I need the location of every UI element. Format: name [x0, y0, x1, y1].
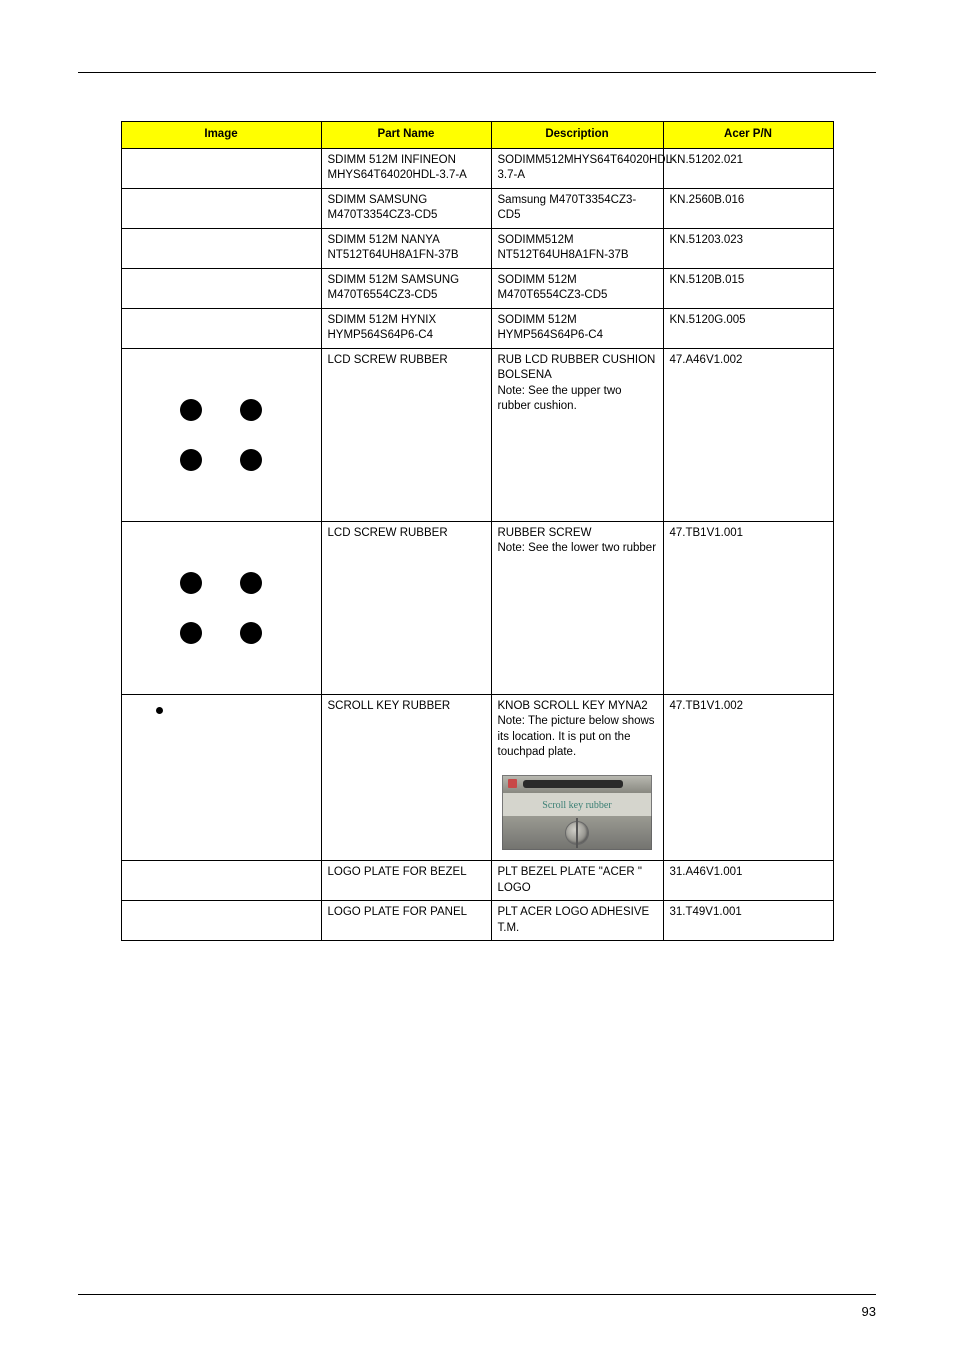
- part-name-cell: SCROLL KEY RUBBER: [321, 694, 491, 861]
- description-cell: PLT BEZEL PLATE "ACER " LOGO: [491, 861, 663, 901]
- image-cell: [121, 188, 321, 228]
- description-cell: PLT ACER LOGO ADHESIVE T.M.: [491, 901, 663, 941]
- rubber-dots-icon: [180, 526, 262, 690]
- table-row: SDIMM 512M SAMSUNG M470T6554CZ3-CD5 SODI…: [121, 268, 833, 308]
- part-name-cell: SDIMM 512M HYNIX HYMP564S64P6-C4: [321, 308, 491, 348]
- table-row: SDIMM 512M INFINEON MHYS64T64020HDL-3.7-…: [121, 148, 833, 188]
- part-name-cell: SDIMM 512M NANYA NT512T64UH8A1FN-37B: [321, 228, 491, 268]
- description-cell: RUB LCD RUBBER CUSHION BOLSENA Note: See…: [491, 348, 663, 521]
- acer-pn-cell: 47.TB1V1.001: [663, 521, 833, 694]
- bottom-rule: [78, 1294, 876, 1295]
- description-cell: RUBBER SCREW Note: See the lower two rub…: [491, 521, 663, 694]
- page-number: 93: [862, 1304, 876, 1319]
- part-name-cell: LCD SCREW RUBBER: [321, 521, 491, 694]
- acer-pn-cell: KN.5120G.005: [663, 308, 833, 348]
- header-image: Image: [121, 122, 321, 149]
- desc-note: Note: See the upper two rubber cushion.: [498, 385, 622, 413]
- scroll-rubber-icon: [128, 699, 315, 714]
- table-row: SDIMM SAMSUNG M470T3354CZ3-CD5 Samsung M…: [121, 188, 833, 228]
- acer-pn-cell: 47.TB1V1.002: [663, 694, 833, 861]
- touchpad-thumbnail: Scroll key rubber: [502, 775, 652, 851]
- table-row: LCD SCREW RUBBER RUB LCD RUBBER CUSHION …: [121, 348, 833, 521]
- desc-main: RUBBER SCREW: [498, 527, 592, 539]
- part-name-cell: SDIMM SAMSUNG M470T3354CZ3-CD5: [321, 188, 491, 228]
- touchpad-bottom-icon: [502, 816, 652, 850]
- description-cell: Samsung M470T3354CZ3-CD5: [491, 188, 663, 228]
- header-description: Description: [491, 122, 663, 149]
- document-page: Image Part Name Description Acer P/N SDI…: [0, 0, 954, 1351]
- description-cell: SODIMM 512M M470T6554CZ3-CD5: [491, 268, 663, 308]
- table-row: SDIMM 512M HYNIX HYMP564S64P6-C4 SODIMM …: [121, 308, 833, 348]
- header-acer-pn: Acer P/N: [663, 122, 833, 149]
- touchpad-top-icon: [502, 775, 652, 793]
- acer-pn-cell: KN.2560B.016: [663, 188, 833, 228]
- acer-pn-cell: KN.51203.023: [663, 228, 833, 268]
- acer-pn-cell: 47.A46V1.002: [663, 348, 833, 521]
- acer-pn-cell: KN.51202.021: [663, 148, 833, 188]
- image-cell: [121, 901, 321, 941]
- description-cell: SODIMM512MHYS64T64020HDL-3.7-A: [491, 148, 663, 188]
- image-cell: [121, 694, 321, 861]
- table-row: SDIMM 512M NANYA NT512T64UH8A1FN-37B SOD…: [121, 228, 833, 268]
- acer-pn-cell: 31.T49V1.001: [663, 901, 833, 941]
- top-rule: [78, 72, 876, 73]
- table-row: LCD SCREW RUBBER RUBBER SCREW Note: See …: [121, 521, 833, 694]
- image-cell: [121, 268, 321, 308]
- desc-note: Note: The picture below shows its locati…: [498, 715, 655, 758]
- desc-main: KNOB SCROLL KEY MYNA2: [498, 700, 648, 712]
- table-row: LOGO PLATE FOR PANEL PLT ACER LOGO ADHES…: [121, 901, 833, 941]
- rubber-dots-icon: [180, 353, 262, 517]
- description-cell: KNOB SCROLL KEY MYNA2 Note: The picture …: [491, 694, 663, 861]
- table-row: LOGO PLATE FOR BEZEL PLT BEZEL PLATE "AC…: [121, 861, 833, 901]
- table-header-row: Image Part Name Description Acer P/N: [121, 122, 833, 149]
- table-row: SCROLL KEY RUBBER KNOB SCROLL KEY MYNA2 …: [121, 694, 833, 861]
- parts-table: Image Part Name Description Acer P/N SDI…: [121, 121, 834, 941]
- acer-pn-cell: 31.A46V1.001: [663, 861, 833, 901]
- image-cell: [121, 228, 321, 268]
- image-cell: [121, 521, 321, 694]
- description-cell: SODIMM 512M HYMP564S64P6-C4: [491, 308, 663, 348]
- description-cell: SODIMM512M NT512T64UH8A1FN-37B: [491, 228, 663, 268]
- image-cell: [121, 861, 321, 901]
- image-cell: [121, 348, 321, 521]
- image-cell: [121, 308, 321, 348]
- acer-pn-cell: KN.5120B.015: [663, 268, 833, 308]
- desc-main: RUB LCD RUBBER CUSHION BOLSENA: [498, 354, 656, 382]
- part-name-cell: LOGO PLATE FOR BEZEL: [321, 861, 491, 901]
- image-cell: [121, 148, 321, 188]
- part-name-cell: SDIMM 512M INFINEON MHYS64T64020HDL-3.7-…: [321, 148, 491, 188]
- touchpad-label: Scroll key rubber: [502, 793, 652, 817]
- part-name-cell: LOGO PLATE FOR PANEL: [321, 901, 491, 941]
- desc-note: Note: See the lower two rubber: [498, 542, 657, 554]
- header-part-name: Part Name: [321, 122, 491, 149]
- part-name-cell: LCD SCREW RUBBER: [321, 348, 491, 521]
- part-name-cell: SDIMM 512M SAMSUNG M470T6554CZ3-CD5: [321, 268, 491, 308]
